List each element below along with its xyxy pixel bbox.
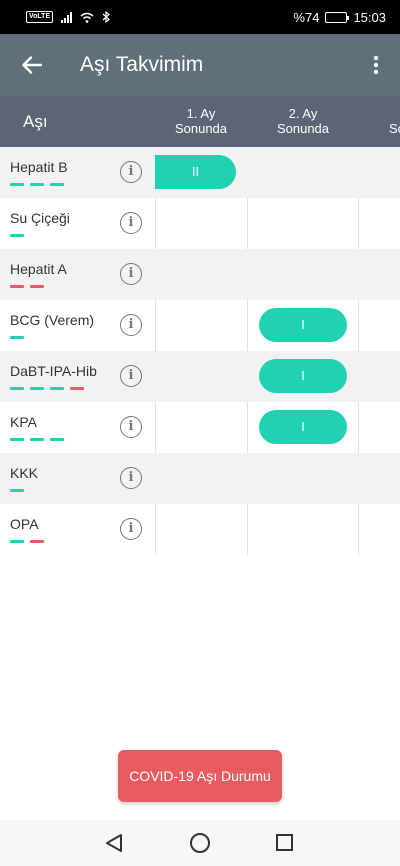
table-row: KKK i xyxy=(0,453,400,504)
system-nav-bar xyxy=(0,820,400,866)
dose-indicator xyxy=(10,234,24,237)
info-icon[interactable]: i xyxy=(120,365,142,387)
back-button[interactable] xyxy=(0,34,64,96)
dose-dash xyxy=(30,387,44,390)
volte-icon: VoLTE xyxy=(26,11,54,23)
dose-dash xyxy=(10,183,24,186)
table-row: DaBT-IPA-Hib i I xyxy=(0,351,400,402)
vaccine-name: KPA xyxy=(10,414,37,430)
dose-pill[interactable]: I xyxy=(259,410,347,444)
dose-pill[interactable]: I xyxy=(259,308,347,342)
info-icon[interactable]: i xyxy=(120,263,142,285)
dose-pill[interactable]: II xyxy=(155,155,236,189)
column-header-month-2: 2. Ay Sonunda xyxy=(276,106,330,136)
dose-dash xyxy=(70,387,84,390)
dose-dash xyxy=(10,336,24,339)
battery-percent: %74 xyxy=(293,9,320,25)
vaccine-name: Su Çiçeği xyxy=(10,210,70,226)
dose-indicator xyxy=(10,489,24,492)
status-left: VoLTE xyxy=(26,11,111,23)
info-icon[interactable]: i xyxy=(120,518,142,540)
arrow-left-icon xyxy=(22,56,42,74)
table-row: OPA i xyxy=(0,504,400,555)
nav-recents-icon[interactable] xyxy=(276,834,293,851)
covid-vaccine-status-button[interactable]: COVID-19 Aşı Durumu xyxy=(118,750,282,802)
dose-dash xyxy=(30,438,44,441)
table-header: Aşı 1. Ay Sonunda 2. Ay Sonunda xSo xyxy=(0,96,400,147)
clock: 15:03 xyxy=(353,9,386,25)
info-icon[interactable]: i xyxy=(120,161,142,183)
dose-dash xyxy=(10,438,24,441)
dose-dash xyxy=(10,285,24,288)
dose-dash xyxy=(30,540,44,543)
table-row: Su Çiçeği i xyxy=(0,198,400,249)
overflow-menu-button[interactable] xyxy=(352,34,400,96)
column-header-month-3: xSo xyxy=(370,106,400,136)
table-row: KPA i I xyxy=(0,402,400,453)
info-icon[interactable]: i xyxy=(120,212,142,234)
info-icon[interactable]: i xyxy=(120,416,142,438)
dose-dash xyxy=(10,387,24,390)
vaccine-name: OPA xyxy=(10,516,39,532)
vaccine-name: Hepatit A xyxy=(10,261,67,277)
dose-dash xyxy=(30,285,44,288)
vaccine-name: Hepatit B xyxy=(10,159,68,175)
dose-dash xyxy=(30,183,44,186)
dose-dash xyxy=(10,489,24,492)
info-icon[interactable]: i xyxy=(120,314,142,336)
app-bar: Aşı Takvimim xyxy=(0,34,400,96)
vaccine-name: KKK xyxy=(10,465,39,481)
dose-pill[interactable]: I xyxy=(259,359,347,393)
dose-indicator xyxy=(10,183,64,186)
dose-dash xyxy=(50,183,64,186)
vaccine-name: BCG (Verem) xyxy=(10,312,95,328)
signal-icon xyxy=(61,11,73,23)
vaccine-column-header: Aşı xyxy=(23,112,48,131)
dose-dash xyxy=(50,438,64,441)
dose-dash xyxy=(10,234,24,237)
dose-indicator xyxy=(10,438,64,441)
column-header-month-1: 1. Ay Sonunda xyxy=(174,106,228,136)
wifi-icon xyxy=(80,12,94,23)
more-vert-icon xyxy=(373,55,379,75)
dose-indicator xyxy=(10,387,84,390)
nav-home-icon[interactable] xyxy=(190,833,210,853)
dose-indicator xyxy=(10,285,44,288)
bluetooth-icon xyxy=(102,11,111,23)
battery-icon xyxy=(325,11,350,23)
table-row: Hepatit B i II xyxy=(0,147,400,198)
dose-indicator xyxy=(10,540,44,543)
dose-indicator xyxy=(10,336,24,339)
nav-back-icon[interactable] xyxy=(105,833,123,853)
column-header-month-3-label: So xyxy=(389,121,400,136)
table-row: BCG (Verem) i I xyxy=(0,300,400,351)
status-right: %74 15:03 xyxy=(293,10,386,25)
dose-dash xyxy=(50,387,64,390)
dose-dash xyxy=(10,540,24,543)
info-icon[interactable]: i xyxy=(120,467,142,489)
vaccine-name: DaBT-IPA-Hib xyxy=(10,363,97,379)
status-bar: VoLTE %74 15:03 xyxy=(0,0,400,34)
table-row: Hepatit A i xyxy=(0,249,400,300)
page-title: Aşı Takvimim xyxy=(80,53,204,76)
